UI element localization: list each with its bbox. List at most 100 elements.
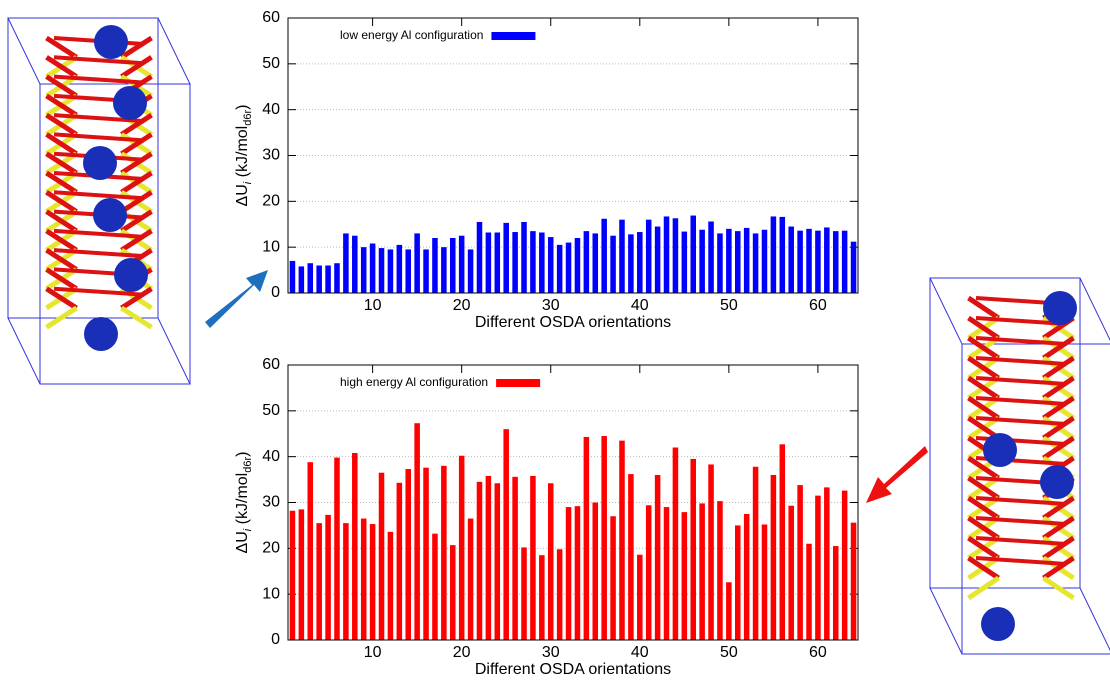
- bar: [788, 226, 794, 293]
- x-tick-label: 10: [364, 297, 382, 314]
- bar: [690, 215, 696, 293]
- legend-swatch: [496, 379, 541, 387]
- bar: [512, 232, 518, 293]
- bond-red: [1042, 395, 1075, 421]
- bar: [654, 475, 661, 640]
- y-tick-label: 60: [262, 356, 280, 373]
- bar: [458, 455, 465, 640]
- bar: [637, 554, 643, 640]
- bar: [521, 221, 527, 293]
- bar: [574, 238, 581, 293]
- bond-red: [967, 535, 1000, 561]
- bond-red: [975, 336, 1067, 346]
- bond-red: [1042, 515, 1075, 541]
- bar: [494, 483, 501, 640]
- bar: [512, 476, 518, 640]
- al-atom: [981, 607, 1015, 641]
- bar: [797, 485, 803, 640]
- bar: [405, 469, 411, 640]
- bar: [450, 545, 456, 640]
- bar: [690, 458, 696, 640]
- y-tick-label: 30: [262, 494, 280, 511]
- bar: [708, 464, 714, 640]
- y-axis-label-part: ): [234, 452, 251, 457]
- bar: [503, 222, 509, 293]
- bond-red: [967, 455, 1000, 481]
- bond-red: [45, 190, 78, 214]
- bond-red: [53, 55, 145, 66]
- x-tick-label: 30: [542, 644, 560, 661]
- bar: [645, 505, 652, 640]
- bar: [378, 248, 385, 293]
- bar: [841, 490, 848, 640]
- bar: [414, 233, 420, 293]
- x-tick-label: 40: [631, 297, 649, 314]
- arrow-blue: [205, 270, 268, 328]
- bar: [654, 226, 661, 293]
- bar: [432, 238, 438, 293]
- y-axis-label-part: (kJ/mol: [234, 473, 251, 529]
- bar: [592, 233, 599, 293]
- bar: [770, 475, 777, 640]
- al-atom: [94, 25, 128, 59]
- al-atom: [93, 198, 127, 232]
- bond-red: [967, 515, 1000, 541]
- bond-red: [967, 315, 1000, 341]
- x-tick-label: 10: [364, 644, 382, 661]
- y-axis-label-part: i: [242, 528, 254, 531]
- x-tick-label: 40: [631, 644, 649, 661]
- bond-yellow: [967, 575, 1000, 601]
- bar: [832, 546, 839, 640]
- bar: [770, 216, 777, 293]
- bond-red: [967, 335, 1000, 361]
- y-tick-label: 60: [262, 9, 280, 26]
- bond-red: [967, 375, 1000, 401]
- cell-edge: [929, 277, 1110, 345]
- legend-label: low energy Al configuration: [340, 28, 483, 42]
- bond-red: [120, 132, 153, 156]
- bond-red: [45, 286, 78, 311]
- bond-red: [120, 190, 153, 214]
- bond-red: [45, 132, 78, 156]
- bond-red: [53, 286, 145, 297]
- bar: [672, 218, 679, 293]
- x-tick-label: 60: [809, 644, 827, 661]
- al-atom: [83, 146, 117, 180]
- y-tick-label: 10: [262, 238, 280, 255]
- bond-red: [45, 228, 78, 253]
- x-tick-label: 60: [809, 297, 827, 314]
- bond-yellow: [120, 305, 153, 330]
- bond-red: [120, 113, 153, 137]
- bar: [788, 505, 794, 640]
- bond-red: [1042, 415, 1075, 441]
- bar: [521, 547, 527, 640]
- y-axis-label-part: ΔU: [234, 531, 251, 553]
- bond-red: [1042, 435, 1075, 461]
- bar: [832, 231, 839, 293]
- arrow-red: [866, 446, 928, 503]
- bar: [681, 512, 688, 640]
- x-tick-label: 50: [720, 297, 738, 314]
- bar: [761, 229, 768, 293]
- bond-red: [975, 356, 1067, 366]
- bond-red: [45, 209, 78, 233]
- y-axis-label-part: (kJ/mol: [234, 126, 251, 182]
- bar: [539, 232, 545, 293]
- bond-yellow: [45, 305, 78, 330]
- bond-red: [1042, 555, 1075, 581]
- y-axis-label-part: ΔU: [234, 184, 251, 206]
- bond-red: [120, 286, 153, 311]
- bar: [325, 265, 331, 293]
- bar: [458, 235, 465, 293]
- bar: [726, 228, 732, 293]
- bond-yellow: [1042, 575, 1075, 601]
- y-tick-label: 30: [262, 147, 280, 164]
- bond-red: [967, 495, 1000, 521]
- bar: [726, 582, 732, 640]
- bar: [547, 483, 554, 640]
- bar: [841, 230, 848, 293]
- bar: [850, 241, 857, 293]
- bar: [681, 231, 688, 293]
- bond-red: [120, 228, 153, 253]
- bond-red: [967, 555, 1000, 581]
